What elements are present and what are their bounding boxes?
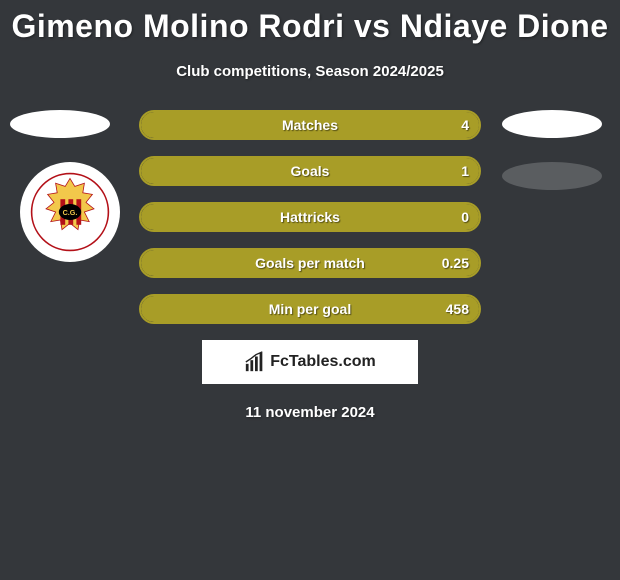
subtitle: Club competitions, Season 2024/2025	[0, 63, 620, 80]
bar-track	[139, 202, 481, 232]
bar-track	[139, 294, 481, 324]
brand-text: FcTables.com	[270, 353, 376, 371]
stat-row: Min per goal458	[139, 294, 481, 324]
stat-row: Matches4	[139, 110, 481, 140]
player-right-photo-placeholder	[502, 110, 602, 138]
player-left-photo-placeholder	[10, 110, 110, 138]
brand-label: FcTables.com	[244, 351, 376, 373]
bar-fill	[141, 296, 479, 322]
player-right-club-placeholder	[502, 162, 602, 190]
bar-track	[139, 110, 481, 140]
date-label: 11 november 2024	[0, 404, 620, 421]
brand-box: FcTables.com	[202, 340, 418, 384]
page-title: Gimeno Molino Rodri vs Ndiaye Dione	[0, 0, 620, 45]
stat-row: Hattricks0	[139, 202, 481, 232]
stat-row: Goals1	[139, 156, 481, 186]
bar-fill	[141, 112, 479, 138]
bar-track	[139, 156, 481, 186]
bar-fill	[141, 250, 479, 276]
club-badge-left: C.G.	[20, 162, 120, 262]
club-crest-icon: C.G.	[30, 172, 110, 252]
bar-fill	[141, 204, 479, 230]
bar-track	[139, 248, 481, 278]
comparison-panel: C.G. Matches4 Goals1 Hattricks0 Goals per m…	[0, 110, 620, 421]
stats-bars: Matches4 Goals1 Hattricks0 Goals per match0…	[139, 110, 481, 324]
svg-text:C.G.: C.G.	[63, 208, 78, 217]
stat-row: Goals per match0.25	[139, 248, 481, 278]
bar-fill	[141, 158, 479, 184]
chart-icon	[244, 351, 266, 373]
